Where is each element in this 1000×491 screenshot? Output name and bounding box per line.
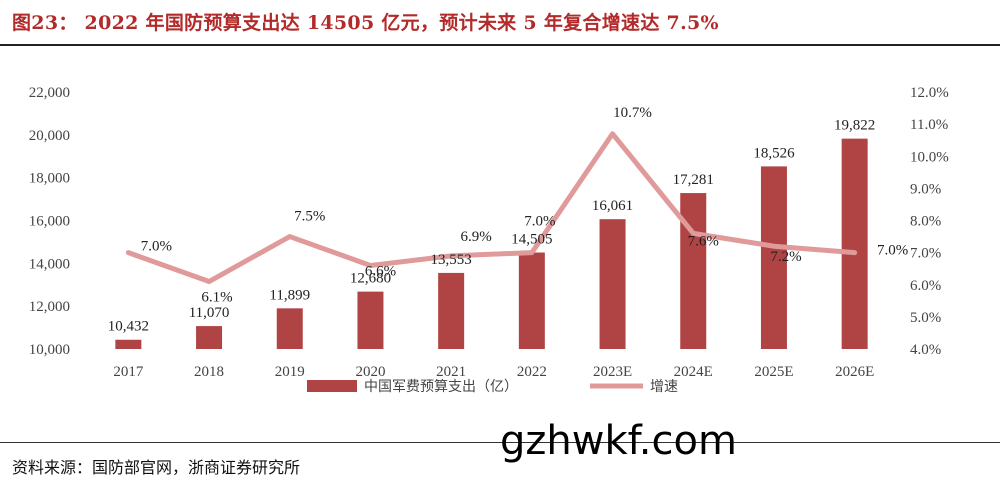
x-axis-labels: 2017 2018 2019 2020 2021 2022 2023E 2024E 2025E 2… bbox=[113, 364, 874, 380]
right-axis-tick-label: 9.0% bbox=[910, 181, 941, 197]
x-axis-tick-label: 2024E bbox=[674, 364, 713, 380]
legend: 中国军费预算支出（亿） 增速 bbox=[307, 379, 678, 395]
line-value-label: 6.1% bbox=[201, 290, 232, 306]
bar-value-label: 11,899 bbox=[269, 287, 310, 303]
x-axis-tick-label: 2025E bbox=[754, 364, 793, 380]
line-value-label: 10.7% bbox=[613, 105, 652, 121]
left-axis-tick-label: 20,000 bbox=[29, 128, 70, 144]
line-value-label: 7.2% bbox=[770, 249, 801, 265]
line-value-label: 7.6% bbox=[688, 233, 719, 249]
line-series bbox=[125, 131, 858, 285]
right-axis-tick-label: 12.0% bbox=[910, 85, 949, 101]
x-axis-tick-label: 2017 bbox=[113, 364, 144, 380]
bar-value-label: 13,553 bbox=[431, 252, 472, 268]
figure-title: 图23： 2022 年国防预算支出达 14505 亿元，预计未来 5 年复合增速… bbox=[12, 12, 719, 34]
bar bbox=[680, 193, 707, 349]
left-axis-tick-label: 12,000 bbox=[29, 299, 70, 315]
bar bbox=[115, 339, 142, 349]
x-axis-tick-label: 2020 bbox=[355, 364, 385, 380]
bar-value-label: 19,822 bbox=[834, 118, 875, 134]
right-axis-tick-label: 6.0% bbox=[910, 278, 941, 294]
right-axis-tick-label: 5.0% bbox=[910, 310, 941, 326]
x-axis-tick-label: 2018 bbox=[194, 364, 224, 380]
watermark: gzhwkf.com bbox=[500, 418, 737, 464]
left-y-axis: 10,000 12,000 14,000 16,000 18,000 20,000 22,0… bbox=[29, 85, 70, 358]
bar-value-labels: 10,432 11,070 11,899 12,680 13,553 14,505 16,0… bbox=[108, 118, 876, 335]
bar bbox=[357, 291, 384, 349]
right-axis-tick-label: 11.0% bbox=[910, 117, 948, 133]
left-axis-tick-label: 16,000 bbox=[29, 214, 70, 230]
bar bbox=[760, 166, 787, 349]
x-axis-tick-label: 2019 bbox=[275, 364, 305, 380]
bar-value-label: 11,070 bbox=[189, 305, 230, 321]
right-axis-tick-label: 10.0% bbox=[910, 149, 949, 165]
bar-value-label: 12,680 bbox=[350, 271, 391, 287]
line-value-label: 7.0% bbox=[877, 243, 908, 259]
line-value-label: 7.5% bbox=[294, 209, 325, 225]
bar-value-label: 16,061 bbox=[592, 198, 633, 214]
bar-series bbox=[115, 138, 868, 349]
bar bbox=[518, 252, 545, 349]
bar bbox=[599, 219, 626, 349]
title-divider bbox=[0, 44, 1000, 46]
left-axis-tick-label: 10,000 bbox=[29, 342, 70, 358]
bar-value-label: 17,281 bbox=[673, 172, 714, 188]
right-axis-tick-label: 7.0% bbox=[910, 246, 941, 262]
bar bbox=[196, 326, 223, 349]
bar bbox=[276, 308, 303, 349]
line-value-label: 7.0% bbox=[141, 239, 172, 255]
legend-label-line: 增速 bbox=[650, 379, 678, 395]
bar-value-label: 10,432 bbox=[108, 319, 149, 335]
line-value-label: 6.6% bbox=[365, 263, 396, 279]
right-y-axis: 4.0% 5.0% 6.0% 7.0% 8.0% 9.0% 10.0% 11.0% 12.0% bbox=[910, 85, 949, 358]
footer-divider bbox=[0, 442, 1000, 443]
x-axis-tick-label: 2022 bbox=[517, 364, 547, 380]
x-axis-tick-label: 2026E bbox=[835, 364, 874, 380]
line-value-labels: 7.0% 6.1% 7.5% 6.6% 6.9% 7.0% 10.7% 7.6% 7.2% 7.0… bbox=[141, 105, 909, 306]
growth-line bbox=[125, 131, 858, 285]
left-axis-tick-label: 22,000 bbox=[29, 85, 70, 101]
legend-swatch-bars bbox=[307, 380, 357, 392]
left-axis-tick-label: 14,000 bbox=[29, 256, 70, 272]
bar-value-label: 14,505 bbox=[511, 232, 552, 248]
bar-value-label: 18,526 bbox=[753, 145, 795, 161]
x-axis-tick-label: 2021 bbox=[436, 364, 466, 380]
source-note: 资料来源：国防部官网，浙商证券研究所 bbox=[12, 458, 301, 477]
left-axis-tick-label: 18,000 bbox=[29, 171, 70, 187]
bar bbox=[841, 138, 868, 349]
right-axis-tick-label: 8.0% bbox=[910, 214, 941, 230]
right-axis-tick-label: 4.0% bbox=[910, 342, 941, 358]
legend-label-bars: 中国军费预算支出（亿） bbox=[364, 379, 518, 395]
line-value-label: 6.9% bbox=[461, 229, 492, 245]
line-value-label: 7.0% bbox=[524, 214, 555, 230]
bar bbox=[438, 272, 465, 349]
x-axis-tick-label: 2023E bbox=[593, 364, 632, 380]
chart: 10,000 12,000 14,000 16,000 18,000 20,000 22,0… bbox=[29, 85, 949, 395]
